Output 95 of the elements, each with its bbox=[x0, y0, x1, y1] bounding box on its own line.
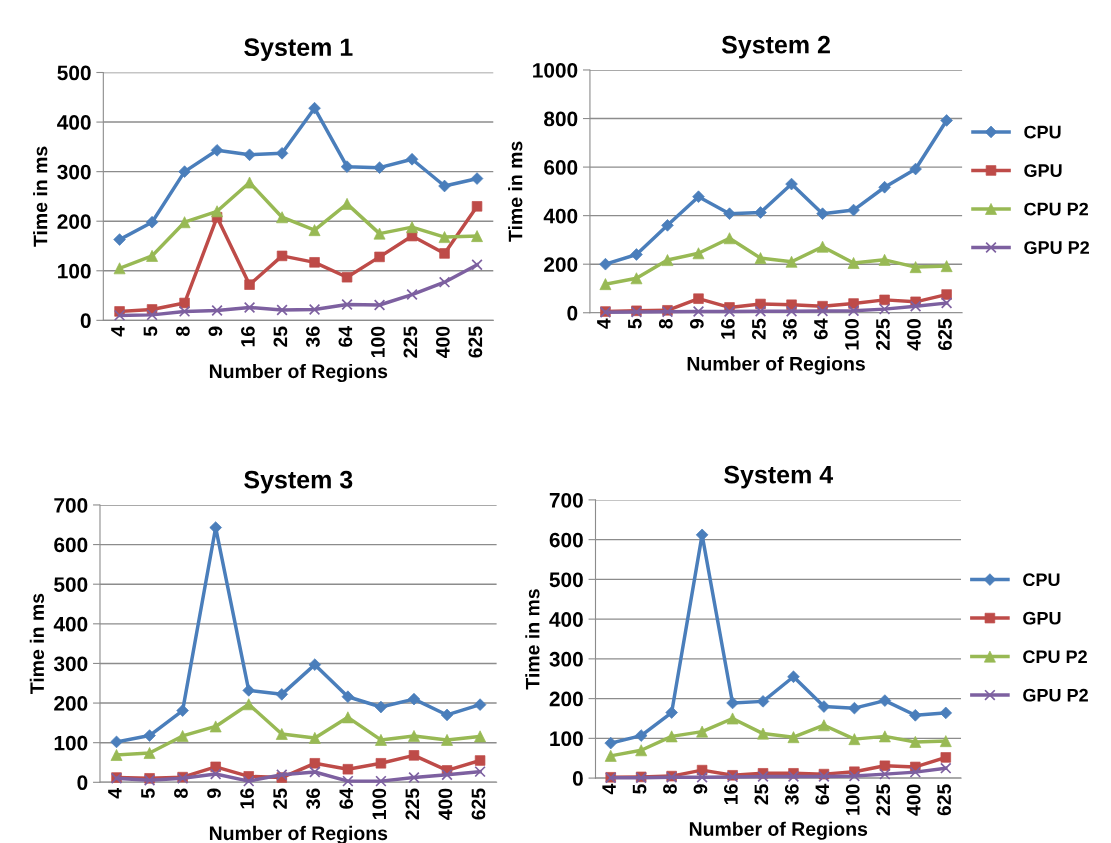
y-tick-label: 500 bbox=[549, 572, 583, 588]
x-tick-label: 400 bbox=[438, 788, 453, 820]
x-tick-label: 25 bbox=[751, 318, 766, 340]
x-tick-label: 64 bbox=[815, 783, 830, 805]
x-tick-label: 64 bbox=[814, 318, 828, 340]
legend-label: GPU bbox=[1023, 611, 1061, 625]
x-tick-label: 400 bbox=[906, 784, 921, 816]
x-tick-label: 625 bbox=[471, 788, 486, 820]
x-tick-label: 4 bbox=[111, 326, 125, 337]
x-tick-label: 625 bbox=[468, 326, 483, 358]
y-tick-label: 400 bbox=[543, 208, 578, 224]
y-tick-label: 1000 bbox=[533, 62, 578, 78]
legend-label: GPU P2 bbox=[1023, 688, 1088, 702]
y-tick-label: 700 bbox=[54, 497, 88, 513]
y-tick-label: 300 bbox=[57, 164, 91, 180]
x-tick-label: 225 bbox=[403, 326, 418, 358]
legend-label: CPU P2 bbox=[1024, 202, 1089, 216]
y-tick-label: 600 bbox=[54, 537, 88, 553]
x-tick-label: 5 bbox=[632, 784, 647, 794]
x-tick-label: 25 bbox=[273, 326, 288, 347]
y-axis-title: Time in ms bbox=[33, 146, 48, 247]
y-tick-label: 400 bbox=[57, 115, 91, 130]
y-tick-label: 200 bbox=[549, 691, 583, 707]
y-tick-label: 200 bbox=[54, 696, 88, 711]
x-tick-label: 64 bbox=[339, 787, 354, 809]
x-tick-label: 36 bbox=[784, 784, 799, 805]
legend-label: CPU bbox=[1024, 125, 1061, 139]
y-tick-label: 600 bbox=[544, 160, 578, 175]
chart-title: System 1 bbox=[244, 38, 353, 62]
y-axis-title: Time in ms bbox=[525, 589, 540, 690]
x-tick-label: 100 bbox=[845, 319, 859, 350]
y-tick-label: 0 bbox=[80, 313, 91, 329]
y-tick-label: 500 bbox=[54, 577, 88, 592]
x-axis-title: Number of Regions bbox=[689, 821, 868, 840]
x-tick-label: 64 bbox=[338, 326, 353, 347]
y-tick-label: 0 bbox=[77, 775, 88, 791]
x-tick-label: 8 bbox=[174, 788, 188, 799]
x-tick-label: 9 bbox=[689, 319, 704, 329]
chart-title: System 3 bbox=[244, 470, 353, 494]
x-tick-label: 36 bbox=[306, 788, 321, 810]
x-tick-label: 225 bbox=[405, 788, 420, 820]
x-tick-label: 36 bbox=[782, 319, 797, 340]
x-tick-label: 225 bbox=[876, 784, 891, 816]
y-tick-label: 100 bbox=[550, 731, 583, 747]
y-tick-label: 300 bbox=[53, 656, 88, 672]
x-tick-label: 4 bbox=[597, 318, 611, 329]
x-tick-label: 4 bbox=[602, 783, 616, 795]
x-tick-label: 25 bbox=[273, 788, 287, 809]
y-tick-label: 400 bbox=[549, 612, 583, 627]
y-tick-label: 100 bbox=[58, 263, 91, 279]
x-axis-title: Number of Regions bbox=[209, 363, 388, 383]
x-tick-label: 9 bbox=[207, 788, 221, 798]
x-tick-label: 625 bbox=[937, 784, 951, 816]
x-tick-label: 36 bbox=[306, 326, 320, 348]
x-tick-label: 400 bbox=[435, 326, 450, 359]
x-tick-label: 225 bbox=[876, 318, 890, 351]
x-tick-label: 9 bbox=[208, 326, 223, 337]
x-tick-label: 625 bbox=[938, 318, 952, 351]
y-tick-label: 0 bbox=[567, 305, 578, 321]
x-tick-label: 400 bbox=[907, 319, 921, 351]
y-tick-label: 600 bbox=[549, 532, 583, 548]
y-tick-label: 200 bbox=[57, 214, 91, 229]
x-tick-label: 5 bbox=[141, 788, 155, 799]
y-tick-label: 300 bbox=[549, 651, 583, 667]
x-axis-title: Number of Regions bbox=[687, 356, 865, 375]
chart-title: System 4 bbox=[724, 465, 834, 489]
chart-title: System 2 bbox=[721, 35, 830, 59]
x-tick-label: 16 bbox=[720, 319, 735, 339]
x-tick-label: 5 bbox=[143, 326, 158, 337]
x-tick-label: 8 bbox=[658, 318, 673, 329]
y-tick-label: 500 bbox=[57, 65, 91, 81]
y-axis-title: Time in ms bbox=[29, 593, 45, 695]
y-tick-label: 800 bbox=[544, 111, 578, 127]
y-tick-label: 100 bbox=[54, 735, 88, 751]
legend-label: CPU bbox=[1023, 573, 1060, 587]
y-tick-label: 400 bbox=[53, 616, 88, 632]
x-tick-label: 8 bbox=[663, 784, 677, 794]
x-tick-label: 16 bbox=[240, 788, 254, 809]
x-tick-label: 16 bbox=[724, 784, 738, 805]
x-tick-label: 4 bbox=[108, 787, 122, 799]
legend-label: GPU bbox=[1024, 164, 1062, 177]
x-tick-label: 100 bbox=[845, 784, 860, 815]
x-tick-label: 25 bbox=[754, 784, 769, 805]
x-tick-label: 9 bbox=[693, 784, 708, 794]
x-tick-label: 5 bbox=[628, 318, 642, 329]
y-tick-label: 700 bbox=[549, 492, 583, 508]
legend-label: CPU P2 bbox=[1023, 650, 1087, 664]
y-axis-title: Time in ms bbox=[508, 141, 523, 242]
x-tick-label: 100 bbox=[372, 788, 387, 820]
x-tick-label: 16 bbox=[241, 326, 255, 347]
x-tick-label: 100 bbox=[371, 326, 385, 358]
y-tick-label: 200 bbox=[544, 257, 578, 272]
legend-label: GPU P2 bbox=[1024, 241, 1090, 254]
y-tick-label: 0 bbox=[572, 771, 583, 786]
x-tick-label: 8 bbox=[176, 326, 190, 337]
